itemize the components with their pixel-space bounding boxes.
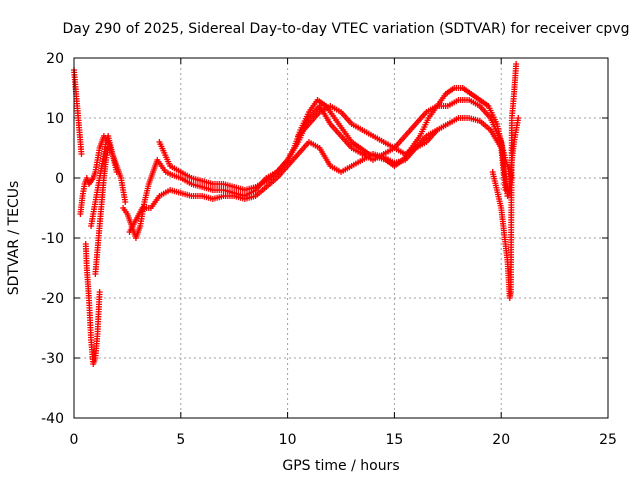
data-point [513, 61, 520, 67]
x-tick-label: 25 [599, 432, 617, 448]
plot-frame [73, 57, 609, 419]
series-sat-k [504, 115, 522, 199]
x-tick-label: 0 [70, 432, 79, 448]
axis-ticks: 0 5 10 15 20 25 -40 -30 -20 -10 0 10 20 [41, 51, 617, 448]
chart-title: Day 290 of 2025, Sidereal Day-to-day VTE… [63, 21, 630, 37]
x-tick-label: 5 [176, 432, 185, 448]
data-point [96, 289, 103, 295]
data-point [122, 199, 129, 205]
series-sat-d [92, 145, 112, 277]
y-tick-label: -20 [41, 291, 64, 307]
x-tick-label: 10 [279, 432, 297, 448]
data-point [502, 187, 509, 193]
y-tick-label: 10 [46, 111, 64, 127]
data-point [78, 151, 85, 157]
data-point [113, 169, 120, 175]
series-sat-e [88, 133, 120, 229]
y-tick-label: 20 [46, 51, 64, 67]
x-tick-label: 15 [385, 432, 403, 448]
series-sat-a [71, 67, 85, 157]
y-tick-label: -10 [41, 231, 64, 247]
series-sat-i [295, 103, 441, 157]
y-axis-label: SDTVAR / TECUs [6, 181, 22, 296]
x-tick-label: 20 [492, 432, 510, 448]
data-point [434, 127, 441, 133]
y-tick-label: -30 [41, 351, 64, 367]
data-point [515, 115, 522, 121]
data-points [71, 61, 522, 367]
series-sat-c [82, 241, 103, 367]
series-sat-j [489, 61, 520, 301]
x-axis-label: GPS time / hours [282, 458, 399, 474]
y-tick-label: 0 [55, 171, 64, 187]
y-tick-label: -40 [41, 411, 64, 427]
